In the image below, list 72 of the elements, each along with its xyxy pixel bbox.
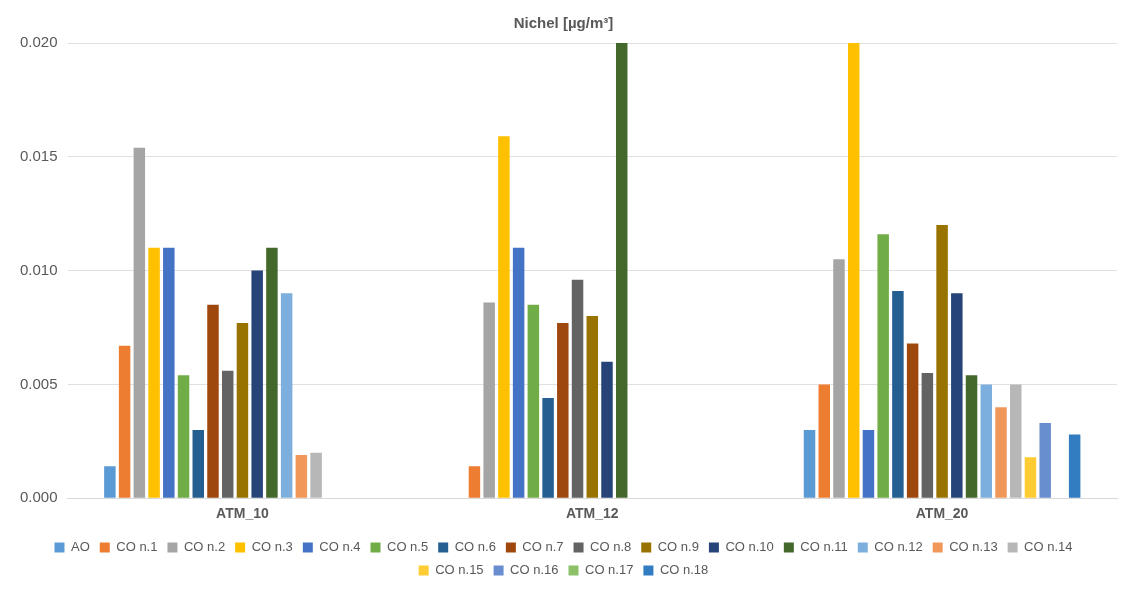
- legend-label: CO n.17: [585, 562, 634, 578]
- bar: [571, 279, 584, 498]
- bar: [192, 429, 204, 498]
- legend-label: CO n.14: [1024, 539, 1073, 555]
- y-tick-label: 0.000: [19, 488, 58, 506]
- bar: [833, 259, 845, 498]
- bar: [221, 370, 234, 498]
- legend-label: CO n.6: [454, 539, 496, 555]
- legend-label: CO n.11: [800, 539, 848, 555]
- bar: [586, 316, 599, 498]
- bar: [177, 375, 190, 498]
- bar: [527, 304, 540, 498]
- bar: [1039, 423, 1051, 498]
- bar: [236, 322, 249, 498]
- bar: [498, 136, 510, 498]
- legend-label: CO n.7: [522, 539, 564, 555]
- x-tick-label: ATM_12: [565, 505, 619, 522]
- bar: [542, 398, 554, 498]
- bar: [980, 384, 993, 498]
- bar: [133, 147, 146, 498]
- y-tick-label: 0.005: [19, 374, 58, 392]
- bar: [1009, 384, 1022, 498]
- bar: [266, 247, 278, 498]
- bar: [557, 322, 569, 498]
- bar: [1068, 434, 1081, 498]
- bar: [818, 384, 830, 498]
- bar: [906, 343, 919, 498]
- bar: [877, 234, 889, 498]
- bar: [995, 407, 1007, 498]
- bar: [251, 270, 263, 498]
- legend-label: CO n.12: [874, 539, 923, 555]
- bar: [512, 247, 525, 498]
- legend-label: CO n.4: [319, 539, 361, 555]
- legend-label: CO n.13: [949, 539, 998, 555]
- bar: [803, 429, 816, 498]
- bar: [207, 304, 219, 498]
- bar: [483, 302, 495, 498]
- y-tick-label: 0.010: [19, 260, 58, 278]
- bar: [1024, 457, 1037, 498]
- legend-label: CO n.1: [116, 539, 158, 555]
- legend-label: CO n.2: [183, 539, 226, 555]
- legend-label: CO n.15: [435, 562, 484, 578]
- bar: [951, 293, 963, 498]
- bar: [310, 452, 322, 498]
- bar: [163, 247, 175, 498]
- y-tick-label: 0.015: [19, 146, 58, 164]
- legend-label: CO n.3: [251, 539, 293, 555]
- bar: [892, 291, 904, 498]
- y-tick-label: 0.020: [19, 33, 58, 51]
- legend-label: CO n.10: [725, 539, 774, 555]
- bar: [862, 429, 875, 498]
- bar: [118, 345, 131, 498]
- chart-title: Nichel [µg/m³]: [513, 14, 614, 32]
- bar: [921, 373, 934, 498]
- legend-label: CO n.9: [657, 539, 699, 555]
- x-tick-label: ATM_20: [915, 505, 969, 522]
- bar: [601, 361, 613, 498]
- bar: [148, 247, 160, 498]
- bar: [936, 225, 948, 498]
- legend-label: AO: [70, 539, 90, 555]
- bar: [847, 43, 860, 498]
- bar: [965, 375, 978, 498]
- bar: [468, 466, 481, 498]
- bar: [104, 466, 116, 498]
- bar: [280, 293, 293, 498]
- x-tick-label: ATM_10: [216, 505, 269, 522]
- bar: [615, 43, 628, 498]
- legend-label: CO n.16: [510, 562, 559, 578]
- legend-label: CO n.8: [590, 539, 632, 555]
- legend-label: CO n.5: [387, 539, 429, 555]
- legend-label: CO n.18: [659, 562, 709, 578]
- bar: [295, 454, 308, 498]
